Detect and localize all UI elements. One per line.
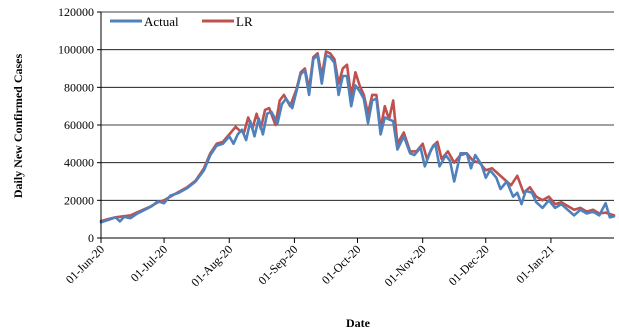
x-axis-title: Date (346, 316, 371, 330)
y-tick-label: 0 (88, 231, 94, 245)
x-tick-label: 01-Nov-20 (382, 242, 429, 289)
legend-label-lr: LR (236, 14, 253, 29)
y-tick-label: 40000 (64, 156, 94, 170)
y-axis-ticks: 0 20000 40000 60000 80000 100000 120000 (58, 5, 101, 245)
x-tick-label: 01-Oct-20 (319, 242, 364, 287)
legend: Actual LR (110, 14, 253, 29)
series-line-lr (99, 50, 616, 223)
x-tick-label: 01-Aug-20 (188, 242, 235, 289)
x-tick-label: 01-Jul-20 (128, 242, 170, 284)
y-axis-title: Daily New Confirmed Cases (11, 54, 25, 199)
x-tick-label: 01-Dec-20 (446, 242, 492, 288)
y-tick-label: 100000 (58, 43, 94, 57)
series-lines (99, 50, 616, 224)
y-tick-label: 120000 (58, 5, 94, 19)
x-tick-label: 01-Jan-21 (513, 242, 557, 286)
x-tick-label: 01-Jun-20 (63, 242, 107, 286)
y-tick-label: 60000 (64, 118, 94, 132)
y-tick-label: 20000 (64, 193, 94, 207)
y-tick-label: 80000 (64, 80, 94, 94)
x-axis-ticks: 01-Jun-20 01-Jul-20 01-Aug-20 01-Sep-20 01-O… (63, 238, 557, 289)
x-tick-label: 01-Sep-20 (255, 242, 300, 287)
gridlines (101, 11, 614, 201)
legend-label-actual: Actual (144, 14, 179, 29)
series-line-actual (99, 53, 616, 224)
